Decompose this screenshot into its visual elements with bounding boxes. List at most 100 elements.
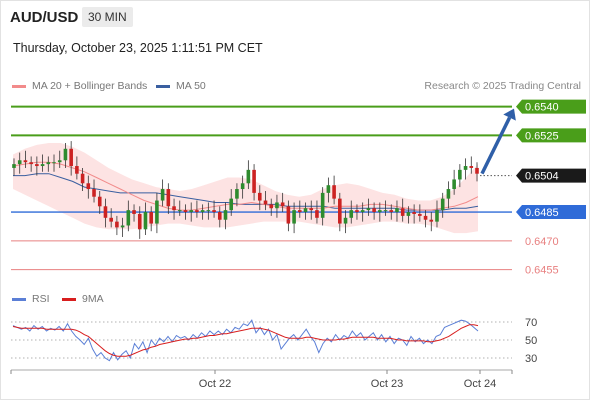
- candle-body: [29, 162, 33, 165]
- candle-body: [160, 189, 165, 201]
- x-tick-label-1: Oct 23: [371, 378, 403, 390]
- candle-body: [183, 210, 188, 213]
- candle-body: [97, 196, 102, 207]
- ma20-legend-label: MA 20 + Bollinger Bands: [32, 80, 148, 92]
- candle-body: [446, 189, 451, 199]
- level-label-2: 0.6504: [525, 171, 559, 183]
- ma20-legend-swatch: [12, 84, 26, 88]
- candle-body: [57, 160, 62, 163]
- credit-text: Research © 2025 Trading Central: [424, 80, 581, 92]
- forecast-arrow-shaft: [480, 116, 512, 175]
- candle-body: [400, 208, 405, 216]
- pair-title: AUD/USD: [10, 9, 79, 26]
- candle-body: [46, 162, 51, 165]
- candle-body: [280, 202, 285, 207]
- candle-body: [252, 169, 256, 193]
- candle-body: [298, 210, 302, 213]
- candle-body: [303, 208, 308, 213]
- candle-body: [440, 198, 445, 211]
- candle-body: [355, 210, 359, 213]
- candle-body: [69, 148, 73, 167]
- candle-body: [80, 173, 85, 184]
- candle-body: [389, 210, 394, 213]
- candle-body: [177, 210, 182, 212]
- timestamp: Thursday, October 23, 2025 1:11:51 PM CE…: [13, 41, 263, 55]
- candle-body: [429, 219, 434, 222]
- candle-body: [63, 148, 68, 161]
- candle-body: [166, 189, 171, 207]
- candle-body: [360, 210, 365, 213]
- rsi-legend: RSI: [12, 293, 50, 305]
- candle-body: [309, 208, 314, 211]
- candle-body: [269, 204, 274, 209]
- candle-body: [349, 210, 354, 218]
- candle-body: [292, 210, 296, 224]
- candle-body: [315, 210, 319, 218]
- candle-body: [240, 183, 245, 190]
- candle-body: [12, 164, 16, 168]
- rsi-ma-line: [12, 324, 479, 357]
- candle-body: [406, 212, 411, 216]
- rsi-tick-label-1: 50: [525, 335, 537, 347]
- candle-body: [286, 206, 291, 224]
- candle-body: [200, 210, 205, 213]
- x-tick-label-0: Oct 22: [199, 378, 231, 390]
- ma20-line: [12, 161, 479, 211]
- candle-body: [155, 200, 159, 224]
- rsi-ma-legend-swatch: [62, 297, 76, 301]
- level-label-box-0: [516, 99, 586, 114]
- candle-body: [423, 215, 428, 220]
- candle-body: [120, 225, 125, 228]
- candle-body: [326, 185, 331, 193]
- candle-body: [132, 210, 136, 214]
- interval-badge[interactable]: 30 MIN: [82, 7, 133, 27]
- ma50-legend: MA 50: [156, 80, 206, 92]
- candle-body: [126, 210, 131, 226]
- candle-body: [35, 164, 39, 167]
- candle-body: [378, 210, 382, 213]
- ma50-legend-swatch: [156, 84, 170, 88]
- candle-body: [172, 206, 176, 211]
- candle-body: [17, 160, 22, 165]
- candle-body: [469, 166, 474, 168]
- candle-body: [137, 213, 142, 230]
- candle-body: [229, 198, 234, 211]
- level-label-4: 0.6470: [525, 236, 559, 248]
- candle-body: [246, 169, 251, 184]
- candle-body: [435, 210, 439, 222]
- level-label-0: 0.6540: [525, 102, 559, 114]
- candle-body: [115, 221, 119, 228]
- candle-body: [418, 213, 422, 216]
- ma50-legend-label: MA 50: [176, 80, 206, 92]
- candle-body: [275, 202, 279, 209]
- rsi-line: [12, 319, 479, 362]
- level-label-3: 0.6485: [525, 207, 559, 219]
- rsi-ma-legend: 9MA: [62, 293, 104, 305]
- candle-body: [366, 208, 371, 211]
- candle-body: [149, 212, 153, 224]
- candle-body: [109, 217, 113, 222]
- level-label-1: 0.6525: [525, 130, 559, 142]
- level-label-box-2: [516, 168, 586, 183]
- candle-body: [189, 210, 193, 213]
- ma50-line: [13, 173, 479, 211]
- candle-body: [212, 210, 216, 213]
- candle-body: [257, 192, 262, 201]
- candle-body: [92, 189, 96, 197]
- candle-body: [195, 210, 199, 213]
- candle-body: [206, 210, 211, 212]
- candle-body: [395, 208, 399, 213]
- candle-body: [86, 183, 91, 190]
- level-label-box-1: [516, 128, 586, 143]
- rsi-tick-label-0: 30: [525, 353, 537, 365]
- ma20-legend: MA 20 + Bollinger Bands: [12, 80, 147, 92]
- candle-body: [217, 212, 222, 220]
- candle-body: [40, 164, 45, 167]
- level-label-box-3: [516, 205, 586, 220]
- rsi-legend-label: RSI: [32, 293, 50, 305]
- candle-body: [52, 162, 56, 164]
- candle-body: [75, 166, 79, 174]
- candle-body: [320, 192, 325, 218]
- candle-body: [475, 167, 479, 174]
